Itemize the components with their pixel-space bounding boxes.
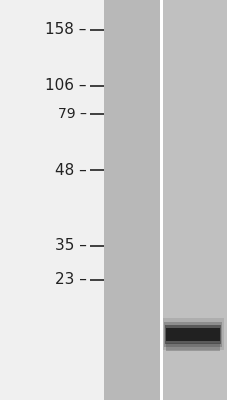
Bar bbox=[166, 343, 219, 351]
Bar bbox=[166, 328, 219, 341]
Text: 48 –: 48 – bbox=[55, 162, 86, 178]
Text: 158 –: 158 – bbox=[45, 22, 86, 38]
Bar bbox=[162, 0, 227, 400]
Bar bbox=[103, 0, 159, 400]
Text: 35 –: 35 – bbox=[54, 238, 86, 254]
Bar bbox=[163, 322, 221, 347]
Bar bbox=[162, 318, 223, 350]
Bar bbox=[159, 0, 162, 400]
Bar bbox=[165, 325, 220, 344]
Text: 79 –: 79 – bbox=[57, 107, 86, 121]
Text: 106 –: 106 – bbox=[45, 78, 86, 94]
Text: 23 –: 23 – bbox=[54, 272, 86, 288]
